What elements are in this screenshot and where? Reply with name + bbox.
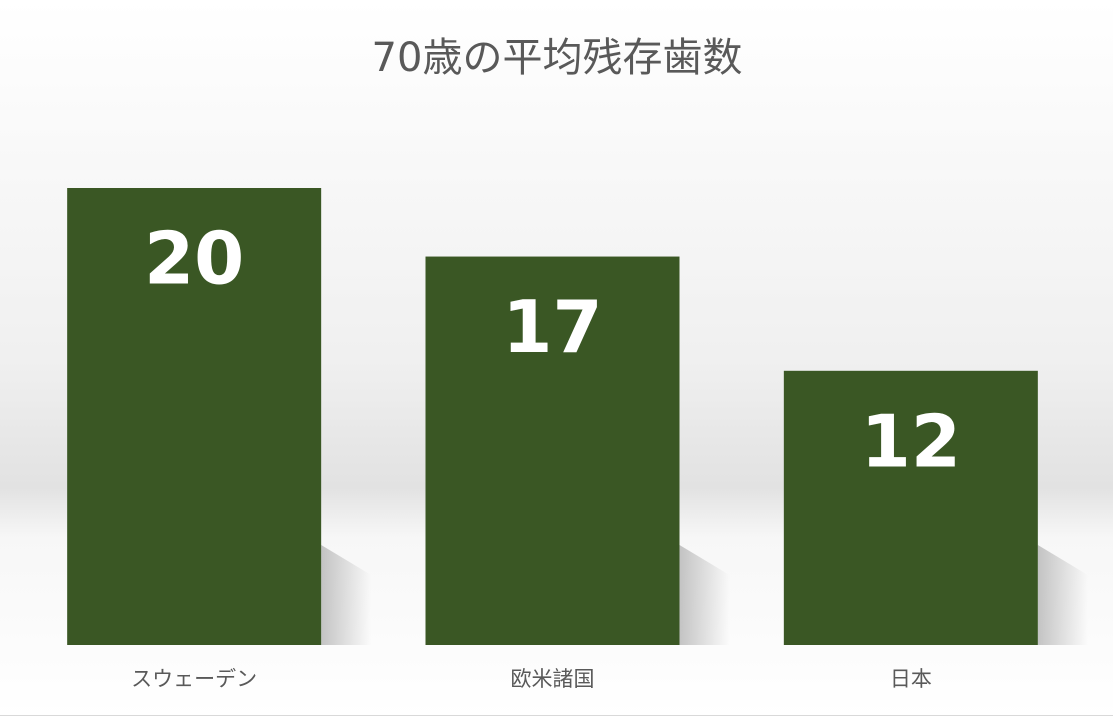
bar [783, 370, 1038, 645]
value-label: 12 [861, 399, 961, 483]
value-label: 17 [502, 285, 602, 369]
bar-shadow [679, 545, 730, 645]
bar-shadow [321, 545, 372, 645]
chart-title: 70歳の平均残存歯数 [372, 35, 743, 81]
bar-shadow [1037, 545, 1088, 645]
bar [67, 188, 322, 645]
x-tick-label: スウェーデン [131, 667, 257, 691]
value-label: 20 [144, 217, 244, 301]
bar [425, 256, 680, 645]
x-tick-label: 欧米諸国 [511, 667, 595, 691]
x-tick-label: 日本 [890, 667, 932, 691]
